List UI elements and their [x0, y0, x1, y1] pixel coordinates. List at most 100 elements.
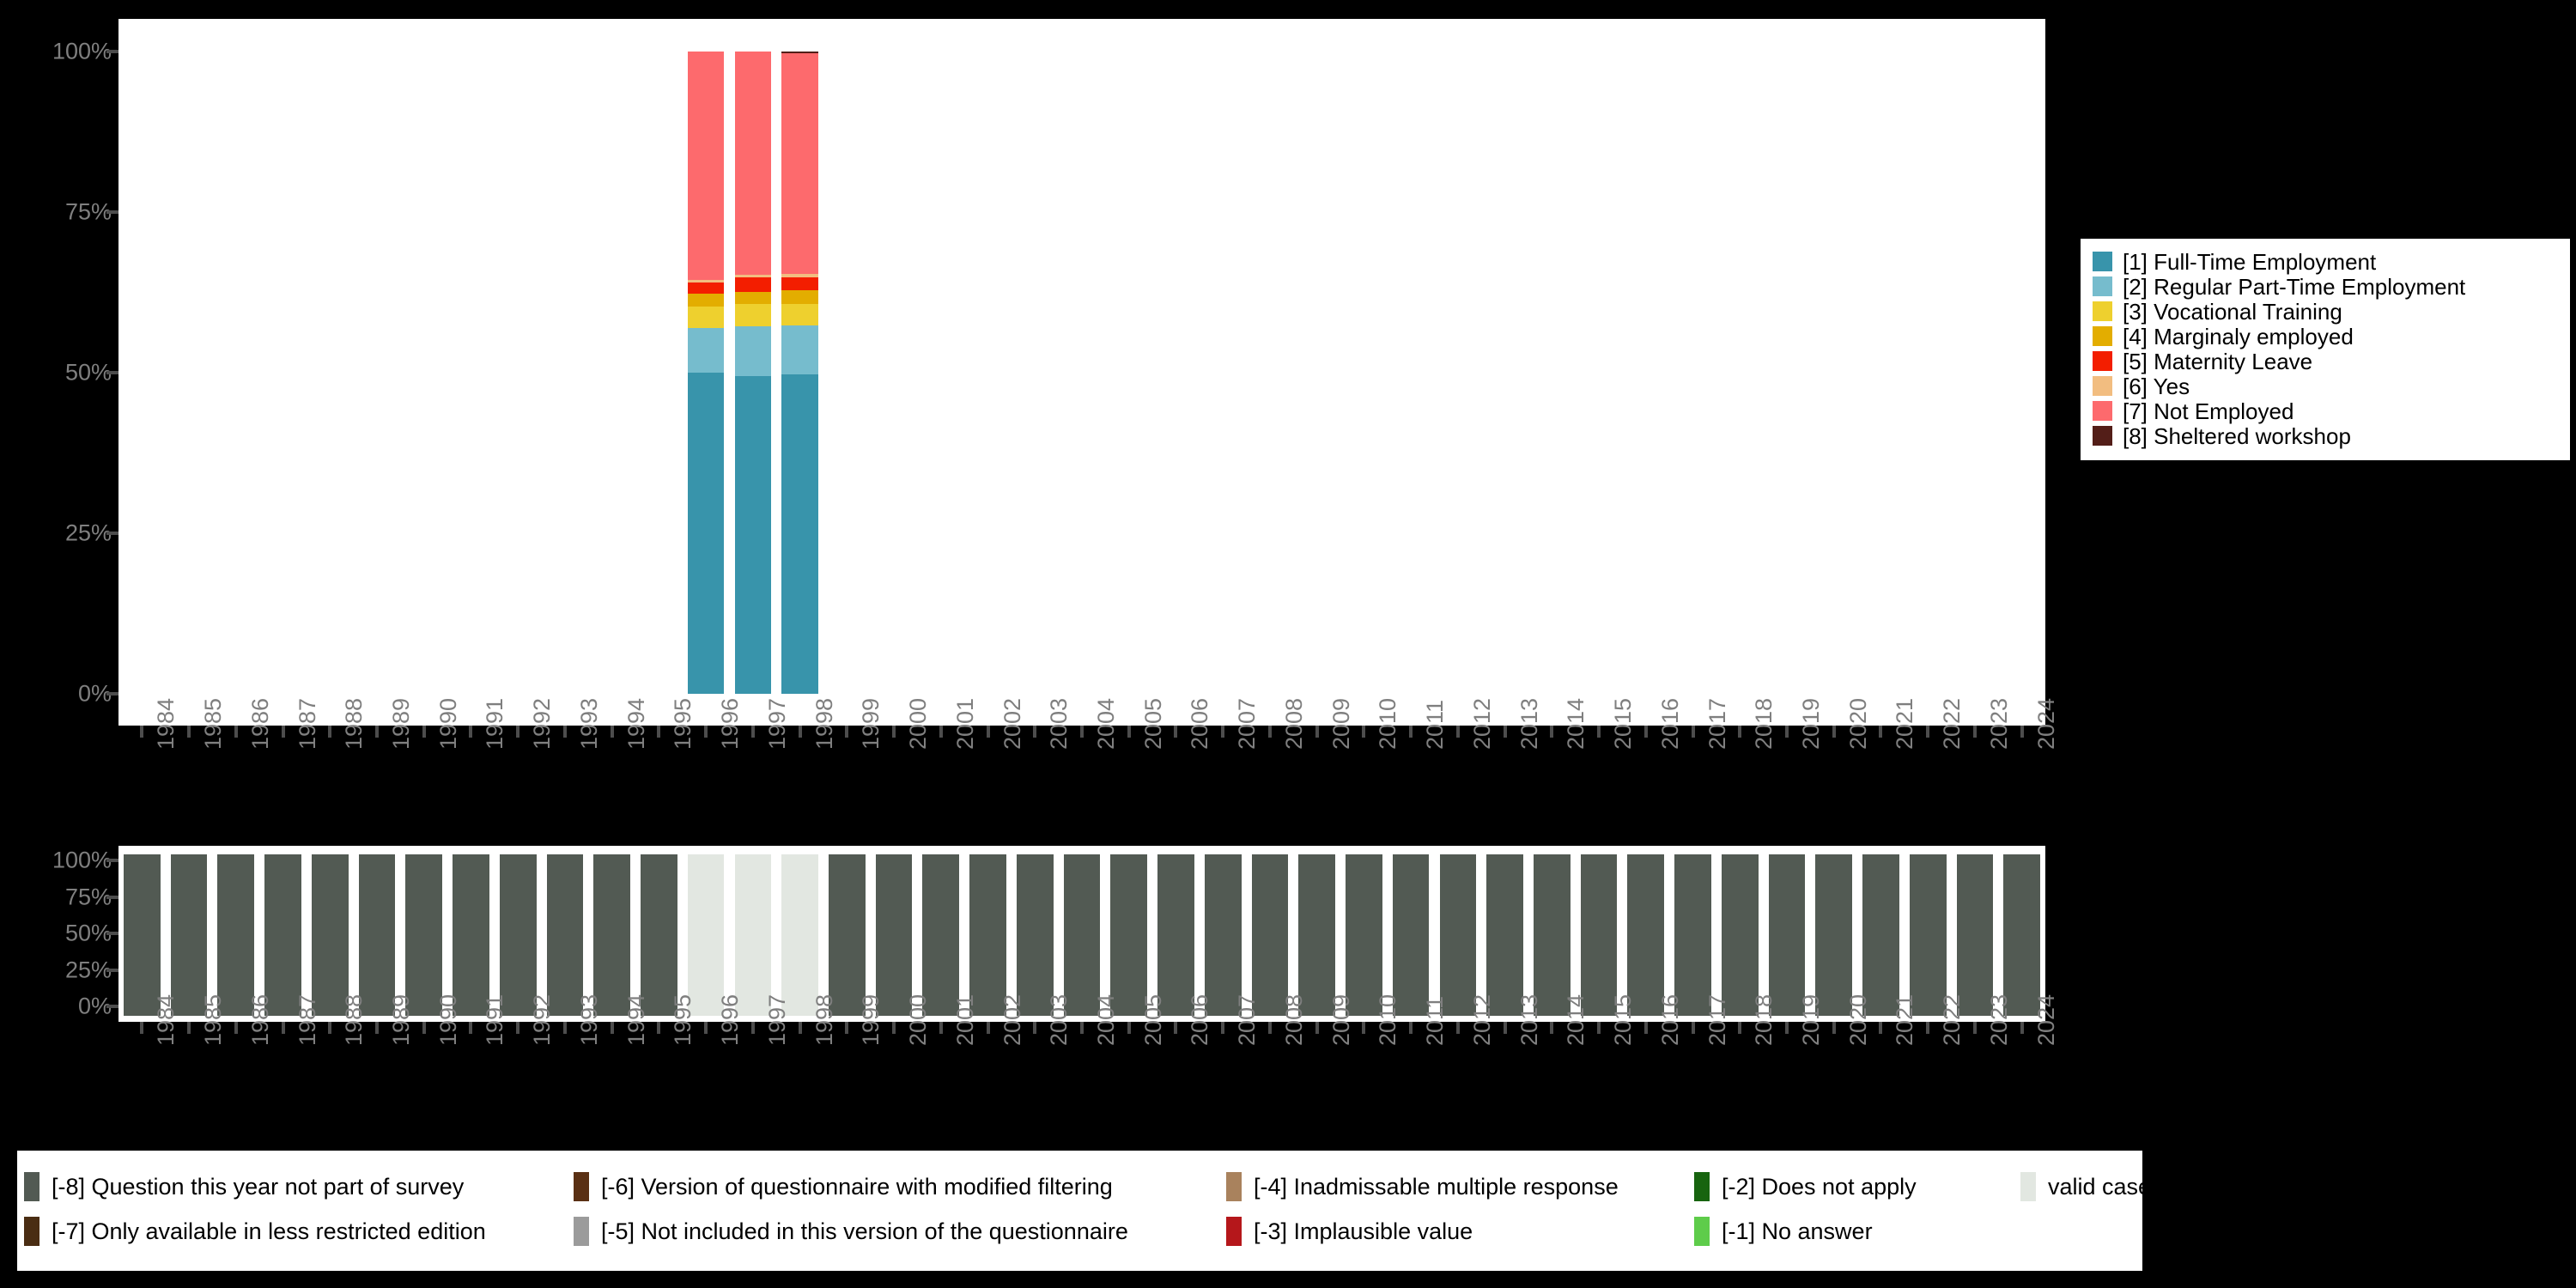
- bar-segment[interactable]: [781, 276, 818, 291]
- validity-x-tick-label: 2016: [1656, 993, 1683, 1046]
- validity-x-tick-mark: [1033, 1022, 1037, 1034]
- legend-item[interactable]: [2] Regular Part-Time Employment: [2093, 274, 2561, 299]
- bar-segment[interactable]: [734, 277, 772, 292]
- validity-bar[interactable]: [264, 854, 301, 1016]
- legend-item[interactable]: [3] Vocational Training: [2093, 299, 2561, 324]
- validity-bar[interactable]: [170, 854, 208, 1016]
- bar-segment[interactable]: [781, 325, 818, 374]
- legend-item[interactable]: [6] Yes: [2093, 374, 2561, 398]
- missing-legend-item[interactable]: [-4] Inadmissable multiple response: [1226, 1172, 1694, 1201]
- validity-bar[interactable]: [358, 854, 396, 1016]
- validity-bar[interactable]: [593, 854, 631, 1016]
- bar-segment[interactable]: [687, 373, 725, 694]
- bar-segment[interactable]: [734, 52, 772, 275]
- validity-bar[interactable]: [875, 854, 913, 1016]
- bar-segment[interactable]: [781, 53, 818, 274]
- validity-bar[interactable]: [1815, 854, 1853, 1016]
- validity-bar[interactable]: [1016, 854, 1054, 1016]
- validity-bar[interactable]: [1909, 854, 1947, 1016]
- missing-legend-item[interactable]: valid cases: [2020, 1172, 2235, 1201]
- validity-bar[interactable]: [1721, 854, 1759, 1016]
- validity-x-tick-label: 2013: [1516, 993, 1542, 1046]
- validity-bar[interactable]: [1768, 854, 1806, 1016]
- validity-bar[interactable]: [453, 854, 489, 1016]
- bar-segment[interactable]: [687, 306, 725, 328]
- missing-legend-item[interactable]: [-3] Implausible value: [1226, 1217, 1694, 1246]
- missing-legend-item[interactable]: [-2] Does not apply: [1694, 1172, 2020, 1201]
- bar-segment[interactable]: [734, 303, 772, 327]
- validity-x-tick-mark: [1832, 1022, 1836, 1034]
- validity-bar[interactable]: [217, 854, 255, 1016]
- validity-bar[interactable]: [828, 854, 866, 1016]
- bar-segment[interactable]: [734, 326, 772, 376]
- bar-segment[interactable]: [734, 274, 772, 278]
- stacked-bar[interactable]: [781, 52, 818, 694]
- bar-segment[interactable]: [781, 290, 818, 304]
- validity-bar[interactable]: [1298, 854, 1335, 1016]
- bar-segment[interactable]: [687, 327, 725, 373]
- missing-legend-item[interactable]: [-6] Version of questionnaire with modif…: [574, 1172, 1226, 1201]
- bar-segment[interactable]: [687, 283, 725, 295]
- validity-x-tick-label: 2000: [905, 993, 932, 1046]
- validity-bar[interactable]: [311, 854, 349, 1016]
- validity-bar[interactable]: [1486, 854, 1523, 1016]
- bar-segment[interactable]: [781, 374, 818, 694]
- missing-legend-item[interactable]: [-7] Only available in less restricted e…: [24, 1217, 574, 1246]
- validity-bar[interactable]: [1674, 854, 1711, 1016]
- validity-bar[interactable]: [499, 854, 537, 1016]
- legend-item[interactable]: [4] Marginaly employed: [2093, 324, 2561, 349]
- validity-x-tick-label: 1999: [858, 993, 884, 1046]
- validity-bar[interactable]: [1392, 854, 1430, 1016]
- validity-bar[interactable]: [969, 854, 1006, 1016]
- main-x-tick-mark: [986, 726, 990, 738]
- bar-segment[interactable]: [781, 303, 818, 325]
- main-x-tick-label: 2010: [1375, 697, 1401, 750]
- bar-segment[interactable]: [781, 52, 818, 54]
- validity-bar[interactable]: [1251, 854, 1289, 1016]
- stacked-bar[interactable]: [734, 52, 772, 694]
- missing-legend-label: [-8] Question this year not part of surv…: [52, 1173, 465, 1200]
- legend-item-label: [4] Marginaly employed: [2123, 323, 2354, 349]
- validity-bar[interactable]: [1157, 854, 1194, 1016]
- bar-segment[interactable]: [781, 273, 818, 277]
- main-x-tick-label: 2003: [1046, 697, 1072, 750]
- missing-legend-item[interactable]: [-1] No answer: [1694, 1217, 2020, 1246]
- legend-item[interactable]: [8] Sheltered workshop: [2093, 423, 2561, 448]
- validity-bar[interactable]: [1627, 854, 1665, 1016]
- validity-bar[interactable]: [1956, 854, 1994, 1016]
- main-x-tick-label: 2015: [1610, 697, 1637, 750]
- main-x-tick-label: 2007: [1234, 697, 1261, 750]
- validity-bar[interactable]: [124, 854, 161, 1016]
- legend-swatch-icon: [2093, 401, 2112, 421]
- bar-segment[interactable]: [687, 52, 725, 280]
- validity-bar[interactable]: [734, 854, 772, 1016]
- validity-bar[interactable]: [1439, 854, 1477, 1016]
- validity-bar[interactable]: [1204, 854, 1242, 1016]
- validity-bar[interactable]: [405, 854, 443, 1016]
- validity-bar[interactable]: [781, 854, 818, 1016]
- validity-bar[interactable]: [1063, 854, 1101, 1016]
- stacked-bar[interactable]: [687, 52, 725, 694]
- validity-x-tick-mark: [1362, 1022, 1366, 1034]
- bar-segment[interactable]: [734, 375, 772, 694]
- validity-bar[interactable]: [1110, 854, 1148, 1016]
- legend-item[interactable]: [7] Not Employed: [2093, 398, 2561, 423]
- bar-segment[interactable]: [687, 294, 725, 307]
- main-x-tick-mark: [328, 726, 332, 738]
- validity-bar[interactable]: [1533, 854, 1571, 1016]
- bar-segment[interactable]: [687, 279, 725, 283]
- legend-item[interactable]: [1] Full-Time Employment: [2093, 249, 2561, 274]
- validity-x-tick-label: 2022: [1939, 993, 1965, 1046]
- validity-bar[interactable]: [1862, 854, 1899, 1016]
- validity-bar[interactable]: [1580, 854, 1618, 1016]
- missing-legend-item[interactable]: [-5] Not included in this version of the…: [574, 1217, 1226, 1246]
- validity-bar[interactable]: [1346, 854, 1382, 1016]
- legend-item[interactable]: [5] Maternity Leave: [2093, 349, 2561, 374]
- validity-bar[interactable]: [546, 854, 584, 1016]
- bar-segment[interactable]: [734, 291, 772, 304]
- validity-bar[interactable]: [2003, 854, 2040, 1016]
- validity-bar[interactable]: [641, 854, 677, 1016]
- validity-bar[interactable]: [922, 854, 960, 1016]
- validity-bar[interactable]: [687, 854, 725, 1016]
- missing-legend-item[interactable]: [-8] Question this year not part of surv…: [24, 1172, 574, 1201]
